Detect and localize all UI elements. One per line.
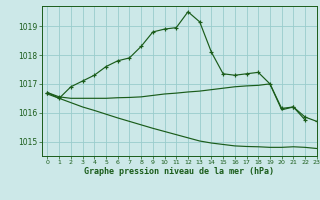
X-axis label: Graphe pression niveau de la mer (hPa): Graphe pression niveau de la mer (hPa)	[84, 167, 274, 176]
